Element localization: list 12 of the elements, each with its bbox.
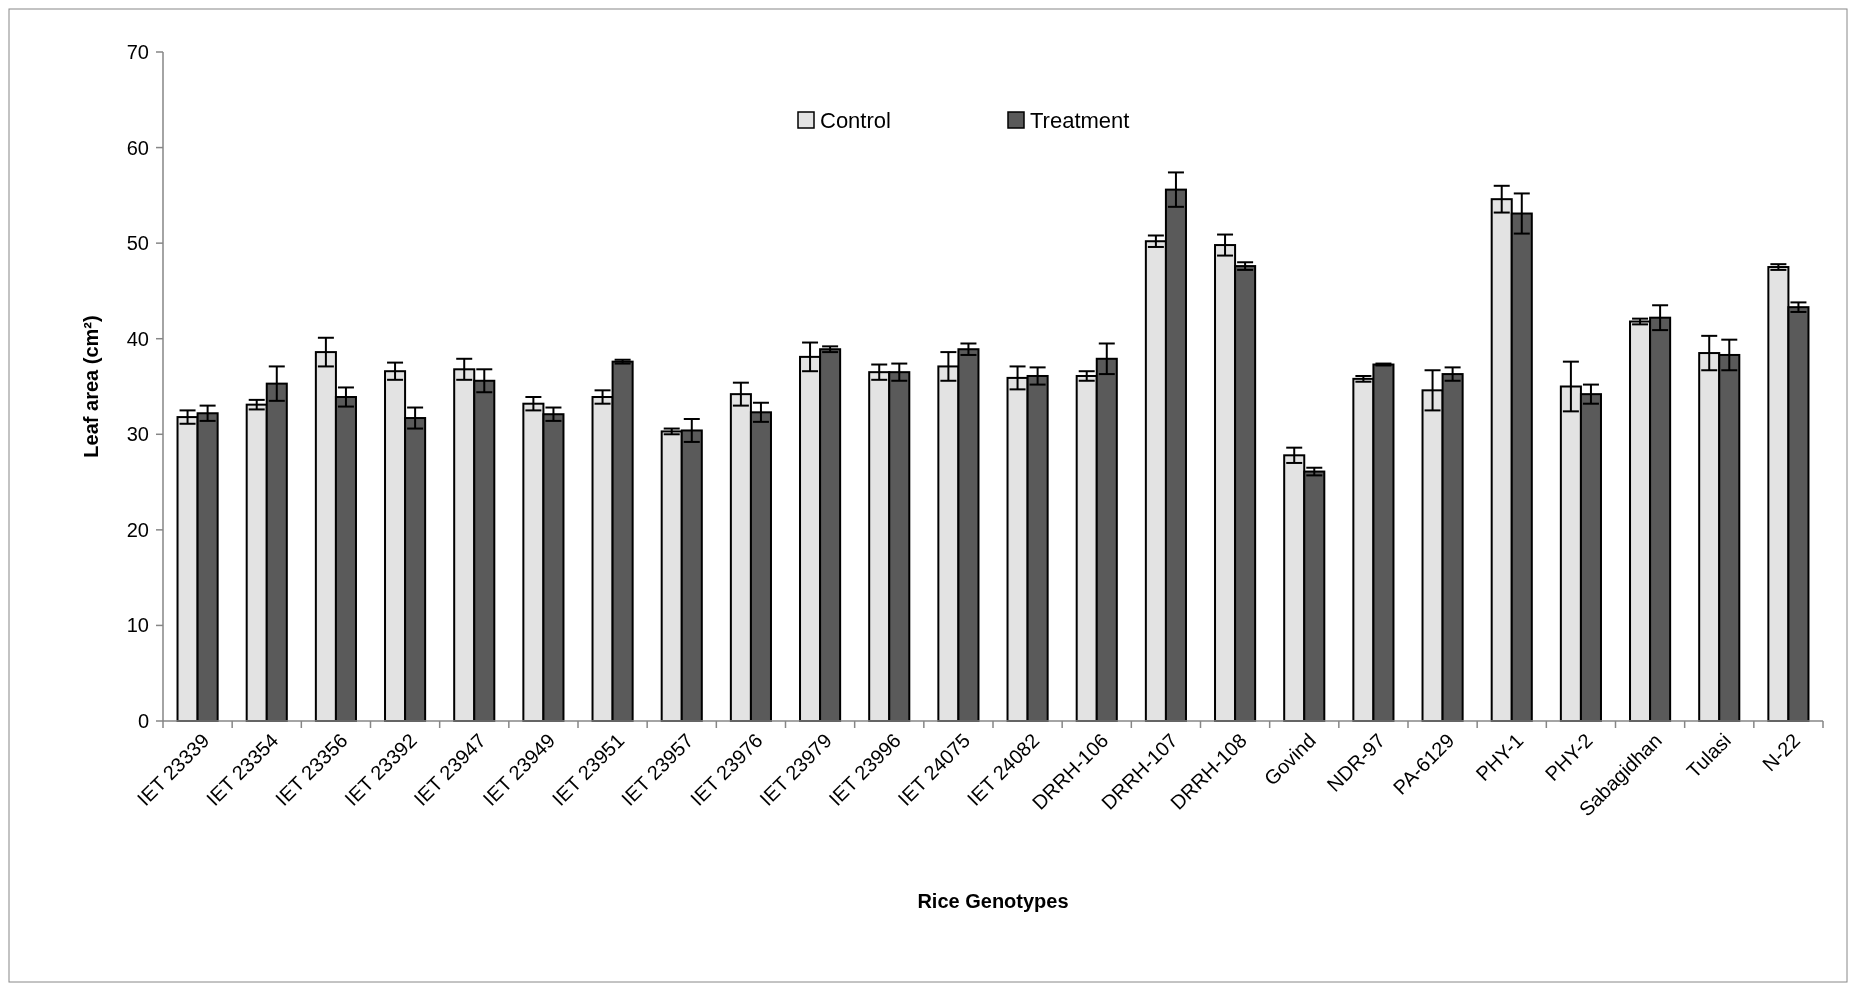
y-tick-label: 10 [126,614,149,637]
y-tick-label: 40 [126,327,149,350]
y-tick-label: 0 [137,710,149,732]
y-axis-title: Leaf area (cm²) [80,315,102,458]
y-tick-label: 60 [126,136,149,159]
y-tick-label: 50 [126,232,149,255]
x-axis-title: Rice Genotypes [917,890,1069,912]
legend-label: Control [820,107,891,133]
y-tick-label: 20 [126,518,149,541]
y-tick-label: 30 [126,423,149,446]
legend-label: Treatment [1030,107,1130,133]
y-tick-label: 70 [126,41,149,63]
